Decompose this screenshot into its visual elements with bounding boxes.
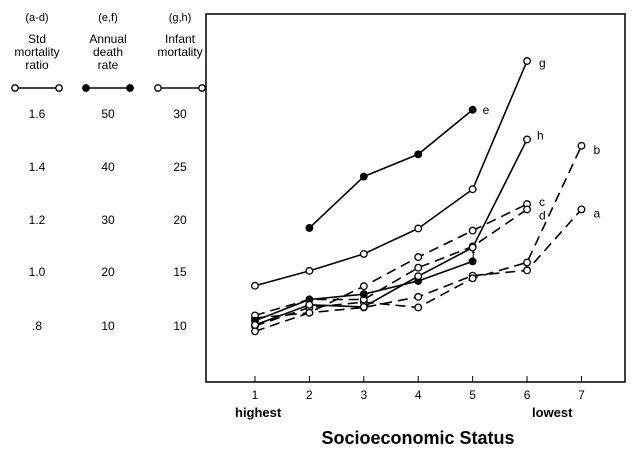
axis-headers: (a-d)Stdmortalityratio(e,f)Annualdeathra… <box>11 12 206 92</box>
legend-key-marker <box>154 84 162 92</box>
y-tick-label: 20 <box>101 265 115 279</box>
series-label-f: f <box>472 247 476 261</box>
series-point-e <box>359 172 368 181</box>
series-point-a <box>523 266 532 275</box>
y-tick-label: .8 <box>32 319 42 333</box>
axis-title-line: Annual <box>89 32 126 46</box>
y-tick-label: 40 <box>101 160 115 174</box>
series-lines <box>254 60 583 333</box>
axis-title-line: Std <box>28 32 46 46</box>
x-end-label-right: lowest <box>532 405 573 420</box>
legend-key-marker <box>55 84 63 92</box>
legend-key-marker <box>11 84 19 92</box>
x-tick-label: 1 <box>252 388 259 402</box>
y-tick-label: 15 <box>173 265 187 279</box>
series-point-e <box>468 105 477 114</box>
legend-key-marker <box>198 84 206 92</box>
series-point-a <box>414 292 423 301</box>
axis-group-label: (e,f) <box>98 12 118 24</box>
series-point-h <box>305 300 314 309</box>
series-point-g <box>305 266 314 275</box>
y-tick-label: 20 <box>173 213 187 227</box>
axis-ticks: 1.6 1.4 1.2 1.0 .8 50 40 30 20 10 30 25 20 15 10 <box>29 107 187 333</box>
series-label-a: a <box>593 206 600 220</box>
series-line-g <box>254 60 528 287</box>
series-markers <box>251 57 586 336</box>
y-tick-label: 50 <box>101 107 115 121</box>
series-point-d <box>523 205 532 214</box>
series-point-c <box>468 226 477 235</box>
series-label-h: h <box>537 128 544 142</box>
axis-title-line: ratio <box>25 58 49 72</box>
series-point-b <box>468 274 477 283</box>
axis-title-line: mortality <box>14 45 59 59</box>
y-tick-label: 10 <box>101 319 115 333</box>
series-point-g <box>359 249 368 258</box>
series-line-h <box>254 139 528 326</box>
series-labels: a b cd e f g h <box>472 56 601 261</box>
y-tick-label: 10 <box>173 319 187 333</box>
series-line-d <box>254 208 528 317</box>
series-point-b <box>523 258 532 267</box>
x-tick-label: 5 <box>469 388 476 402</box>
series-point-b <box>414 303 423 312</box>
series-line-e <box>308 109 474 229</box>
series-point-e <box>414 150 423 159</box>
series-point-c <box>305 308 314 317</box>
series-label-b: b <box>593 143 600 157</box>
x-tick-label: 6 <box>524 388 531 402</box>
series-point-c <box>414 253 423 262</box>
series-point-h <box>468 243 477 252</box>
series-point-d <box>414 263 423 272</box>
series-label-c: c <box>539 195 545 209</box>
series-point-c <box>359 282 368 291</box>
x-tick-label: 3 <box>360 388 367 402</box>
series-line-c <box>254 203 528 333</box>
y-tick-label: 1.2 <box>29 213 46 227</box>
legend-key-marker <box>126 84 134 92</box>
series-point-a <box>577 205 586 214</box>
series-point-e <box>305 223 314 232</box>
x-axis-title: Socioeconomic Status <box>321 428 514 448</box>
series-label-e: e <box>483 103 490 117</box>
plot-frame <box>205 13 626 383</box>
axis-group-label: (g,h) <box>169 12 192 24</box>
series-point-h <box>414 272 423 281</box>
x-tick-label: 4 <box>415 388 422 402</box>
axis-group-label: (a-d) <box>25 12 48 24</box>
axis-title-line: rate <box>98 58 119 72</box>
y-tick-label: 30 <box>101 213 115 227</box>
y-tick-label: 1.6 <box>29 107 46 121</box>
series-point-g <box>251 281 259 290</box>
y-tick-label: 30 <box>173 107 187 121</box>
series-point-f <box>359 290 368 299</box>
x-ticks: 1 2 3 4 5 6 7 <box>252 376 585 402</box>
axis-title-line: death <box>93 45 123 59</box>
axis-title-line: Infant <box>165 32 196 46</box>
axis-title-line: mortality <box>157 45 202 59</box>
series-label-d: d <box>539 208 546 222</box>
series-point-h <box>359 302 368 311</box>
series-point-f <box>468 257 477 266</box>
y-tick-label: 25 <box>173 160 187 174</box>
y-tick-label: 1.4 <box>29 160 46 174</box>
legend-key-marker <box>82 84 90 92</box>
series-point-c <box>251 327 259 336</box>
series-point-g <box>468 185 477 194</box>
series-point-g <box>414 224 423 233</box>
series-label-g: g <box>539 56 546 70</box>
series-point-g <box>523 57 532 65</box>
x-end-label-left: highest <box>235 405 282 420</box>
x-tick-label: 2 <box>306 388 313 402</box>
y-tick-label: 1.0 <box>29 265 46 279</box>
series-point-h <box>251 320 259 329</box>
series-point-b <box>577 141 586 150</box>
series-point-h <box>523 135 532 144</box>
x-tick-label: 7 <box>578 388 585 402</box>
